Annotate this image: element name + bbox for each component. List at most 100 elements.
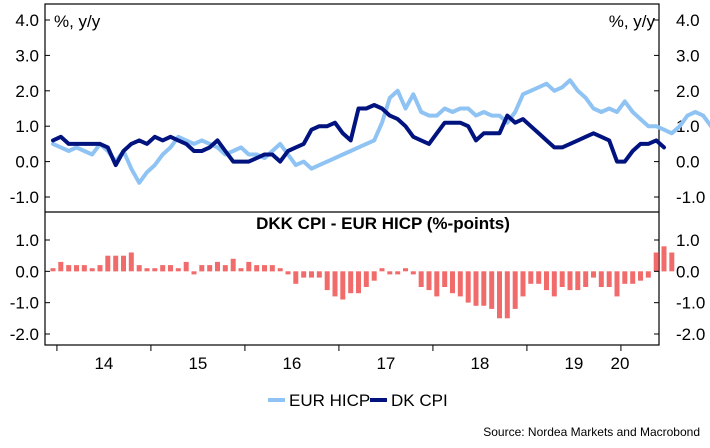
top-left-tick-label: 4.0	[15, 11, 39, 30]
difference-bar	[168, 265, 173, 272]
difference-bar	[544, 271, 549, 291]
top-right-tick-label: 3.0	[676, 46, 700, 65]
top-right-tick-label: 0.0	[676, 153, 700, 172]
difference-bar	[58, 261, 64, 272]
top-left-tick-label: 3.0	[15, 46, 39, 65]
difference-bar	[645, 271, 651, 278]
difference-bar	[653, 252, 659, 272]
difference-bar	[363, 271, 369, 287]
difference-bar	[207, 265, 213, 272]
difference-bar	[575, 271, 581, 291]
difference-bar	[418, 271, 424, 287]
difference-bar	[598, 271, 604, 287]
x-axis-year-label: 14	[94, 354, 113, 373]
difference-bar	[497, 271, 502, 319]
difference-bar	[215, 261, 220, 272]
difference-bar	[465, 271, 471, 303]
difference-bar	[152, 268, 158, 272]
difference-bar	[504, 271, 510, 319]
difference-bar	[387, 271, 393, 275]
difference-bar	[66, 265, 72, 272]
bottom-right-tick-label: 1.0	[676, 231, 700, 250]
top-right-tick-label: 4.0	[676, 11, 700, 30]
difference-bar	[144, 268, 150, 272]
difference-bar	[606, 271, 612, 287]
difference-bar	[410, 271, 416, 275]
top-left-tick-label: 0.0	[15, 153, 39, 172]
difference-bar	[105, 255, 111, 272]
difference-bar	[395, 271, 401, 275]
difference-bar	[285, 271, 291, 275]
difference-bar	[669, 252, 675, 272]
difference-bar	[356, 271, 361, 294]
top-right-unit-label: %, y/y	[609, 12, 656, 31]
plot-frame	[44, 3, 660, 346]
difference-bar	[262, 265, 267, 272]
x-axis-year-label: 19	[564, 354, 583, 373]
difference-bar	[183, 261, 189, 272]
difference-bar	[136, 265, 142, 272]
difference-bar	[638, 271, 643, 281]
x-axis-year-label: 18	[470, 354, 489, 373]
difference-bar	[371, 271, 377, 281]
top-left-unit-label: %, y/y	[54, 12, 101, 31]
bottom-left-tick-label: -2.0	[10, 325, 39, 344]
difference-bar	[567, 271, 573, 291]
difference-bar	[97, 265, 103, 272]
difference-bar	[222, 265, 228, 272]
difference-bar	[630, 271, 636, 284]
difference-bar	[512, 271, 518, 309]
legend-label-eur-hicp: EUR HICP	[289, 391, 370, 410]
difference-bar	[160, 265, 166, 272]
bottom-left-tick-label: 1.0	[15, 231, 39, 250]
difference-bar	[473, 271, 479, 306]
top-right-tick-label: 2.0	[676, 82, 700, 101]
difference-bar	[583, 271, 589, 287]
difference-bar	[434, 271, 440, 297]
bottom-right-tick-label: 0.0	[676, 262, 700, 281]
difference-bar	[340, 271, 346, 300]
top-left-tick-label: -1.0	[10, 188, 39, 207]
difference-bar	[661, 246, 667, 272]
difference-bar	[450, 271, 455, 294]
difference-bar	[316, 271, 322, 278]
difference-bar	[379, 268, 385, 272]
difference-bar	[591, 271, 596, 278]
difference-bar	[230, 258, 236, 272]
difference-bar	[81, 265, 87, 272]
x-axis-year-label: 17	[376, 354, 395, 373]
difference-bar	[426, 271, 432, 291]
difference-bar	[348, 271, 354, 294]
source-note: Source: Nordea Markets and Macrobond	[483, 425, 700, 439]
difference-bar	[74, 265, 79, 272]
difference-bar	[191, 271, 197, 275]
x-axis-year-label: 16	[282, 354, 301, 373]
difference-bar	[254, 265, 260, 272]
difference-bar	[403, 268, 408, 272]
difference-bar	[50, 268, 56, 272]
bottom-right-tick-label: -2.0	[676, 325, 705, 344]
difference-bar	[622, 271, 628, 284]
difference-bar	[528, 271, 534, 284]
x-axis-year-label: 15	[188, 354, 207, 373]
dk-cpi-series-line	[51, 103, 666, 168]
difference-bar	[128, 252, 134, 272]
difference-bar	[175, 268, 181, 272]
difference-bar	[324, 271, 330, 291]
difference-bar	[277, 268, 283, 272]
difference-bar	[481, 271, 487, 306]
bottom-left-tick-label: 0.0	[15, 262, 39, 281]
difference-bar	[301, 271, 307, 278]
top-right-tick-label: -1.0	[676, 188, 705, 207]
bottom-left-tick-label: -1.0	[10, 294, 39, 313]
difference-bar	[309, 271, 314, 278]
difference-bar	[293, 271, 299, 284]
legend-label-dk-cpi: DK CPI	[391, 391, 448, 410]
difference-bar	[489, 271, 495, 309]
difference-bar	[551, 271, 557, 297]
difference-bar	[238, 268, 244, 272]
bottom-right-tick-label: -1.0	[676, 294, 705, 313]
difference-bar	[269, 265, 275, 272]
difference-bar	[89, 268, 95, 272]
